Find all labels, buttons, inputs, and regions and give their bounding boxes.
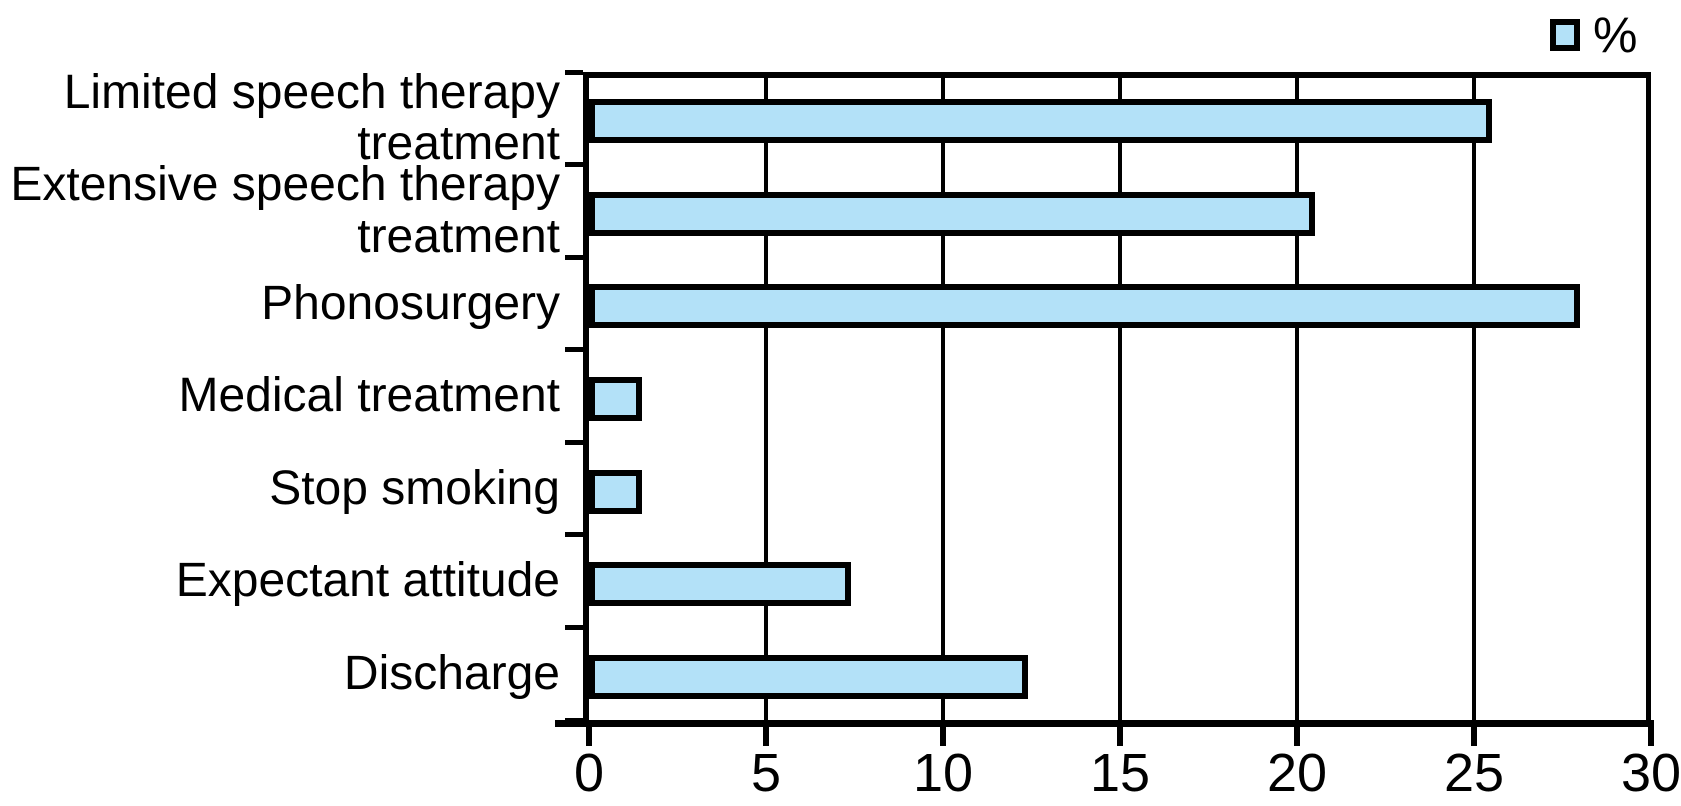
bar-medical-treatment [589, 377, 643, 421]
x-axis-tick-labels: 0 5 10 15 20 25 30 [574, 743, 1681, 806]
y-axis-line [583, 72, 589, 727]
x-axis-tick-label: 0 [573, 743, 605, 803]
x-axis-tick-label: 20 [1266, 743, 1328, 803]
category-label: Stop smoking [269, 461, 560, 515]
y-axis-tick [565, 532, 583, 538]
x-axis-tick-0 [586, 720, 592, 746]
chart-legend: % [1550, 10, 1637, 60]
gridline-15 [1118, 72, 1122, 720]
y-axis-tick [565, 439, 583, 445]
gridline-20 [1294, 72, 1299, 720]
category-label: Limited speech therapy treatment [63, 65, 560, 171]
plot-top-border [583, 72, 1651, 78]
legend-swatch-icon [1550, 19, 1580, 51]
x-axis-tick-20 [1293, 720, 1300, 746]
bar-expectant-attitude [589, 562, 851, 607]
plot-area [555, 69, 1654, 746]
y-axis-tick [565, 69, 583, 75]
category-label: Extensive speech therapy treatment [10, 158, 560, 263]
bar-stop-smoking [589, 469, 643, 514]
gridline-25 [1472, 72, 1476, 720]
x-axis-tick-25 [1471, 720, 1477, 746]
gridline-10 [940, 72, 945, 720]
plot-right-border [1646, 72, 1651, 720]
y-axis-tick [565, 717, 583, 723]
x-axis-tick-30 [1648, 720, 1654, 746]
x-axis-tick-label: 30 [1620, 743, 1681, 803]
bar-phonosurgery [589, 284, 1581, 329]
y-axis-tick [565, 347, 583, 353]
x-axis-tick-label: 25 [1443, 743, 1505, 803]
x-axis-line [555, 720, 1651, 727]
gridline-5 [763, 72, 768, 720]
bar-discharge [589, 654, 1028, 699]
category-label: Medical treatment [178, 369, 561, 423]
x-axis-tick-label: 10 [912, 743, 974, 803]
category-label: Expectant attitude [175, 554, 560, 608]
y-axis-tick [565, 162, 583, 168]
x-axis-tick-5 [762, 720, 769, 746]
x-axis-tick-10 [939, 720, 946, 746]
x-axis-tick-label: 15 [1089, 743, 1151, 803]
bar-limited-speech-therapy-treatment [589, 99, 1492, 144]
legend-series-label: % [1593, 7, 1638, 63]
category-label: Phonosurgery [261, 276, 560, 330]
y-axis-tick [565, 254, 583, 260]
category-label: Discharge [343, 647, 560, 701]
bar-extensive-speech-therapy-treatment [589, 191, 1315, 236]
y-axis-category-labels: Limited speech therapy treatment Extensiv… [0, 65, 586, 720]
x-axis-tick-label: 5 [750, 743, 782, 803]
y-axis-tick [565, 624, 583, 630]
x-axis-tick-15 [1117, 720, 1123, 746]
